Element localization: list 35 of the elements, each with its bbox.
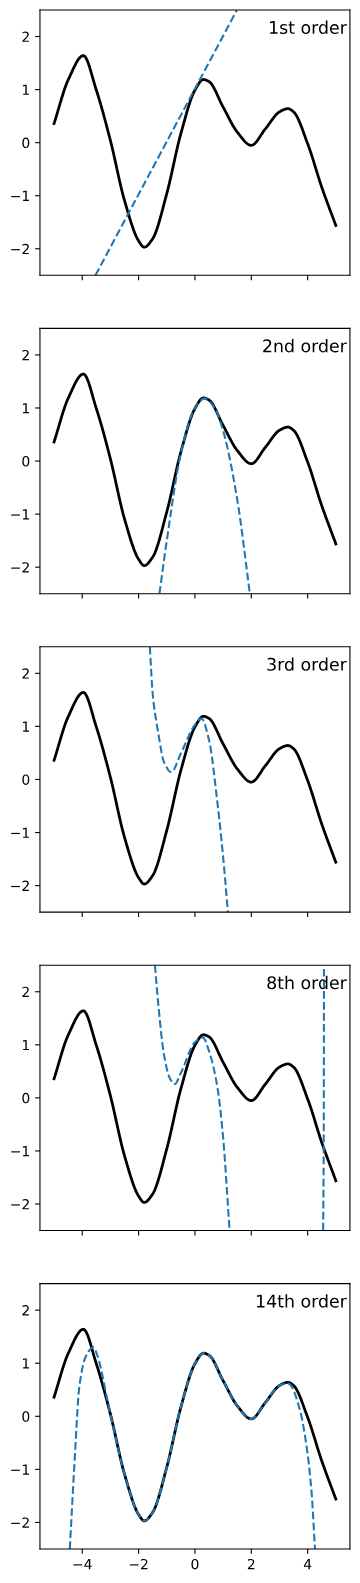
y-tick-label: 2 — [22, 668, 29, 679]
y-tick-label: 2 — [22, 1305, 29, 1316]
x-tick-label: 0 — [191, 1558, 199, 1570]
y-tick-label: −1 — [11, 1464, 29, 1475]
annotation: 3rd order — [267, 657, 347, 671]
x-tick-label: −2 — [129, 1558, 148, 1570]
y-tick-label: −2 — [11, 243, 29, 255]
y-tick-label: −1 — [11, 827, 29, 838]
x-tick-label: −4 — [73, 1559, 92, 1570]
y-tick-label: 0 — [22, 1411, 30, 1422]
y-tick-label: 0 — [22, 774, 30, 785]
y-tick-label: −2 — [11, 880, 29, 891]
y-tick-label: 1 — [22, 403, 29, 414]
y-tick-label: 0 — [22, 1092, 30, 1104]
y-tick-label: 1 — [22, 84, 29, 95]
annotation: 8th order — [267, 975, 347, 990]
x-tick-label: 2 — [247, 1558, 255, 1570]
y-tick-label: 1 — [22, 1358, 29, 1369]
y-tick-label: 0 — [22, 456, 30, 467]
x-tick-label: 4 — [303, 1559, 312, 1570]
annotation: 1st order — [270, 20, 347, 35]
y-tick-label: 0 — [22, 137, 30, 149]
y-tick-label: 1 — [22, 721, 29, 732]
annotation: 14th order — [257, 1294, 347, 1308]
y-tick-label: 1 — [22, 1039, 29, 1051]
y-tick-label: −2 — [11, 1517, 29, 1528]
y-tick-label: 2 — [22, 31, 29, 42]
annotation: 2nd order — [263, 339, 347, 353]
y-tick-label: 2 — [22, 349, 29, 361]
y-tick-label: −2 — [11, 562, 29, 573]
y-tick-label: −1 — [11, 190, 29, 201]
y-tick-label: −1 — [11, 1146, 29, 1157]
y-tick-label: 2 — [22, 986, 29, 998]
y-tick-label: −2 — [11, 1198, 29, 1210]
y-tick-label: −1 — [11, 509, 29, 520]
